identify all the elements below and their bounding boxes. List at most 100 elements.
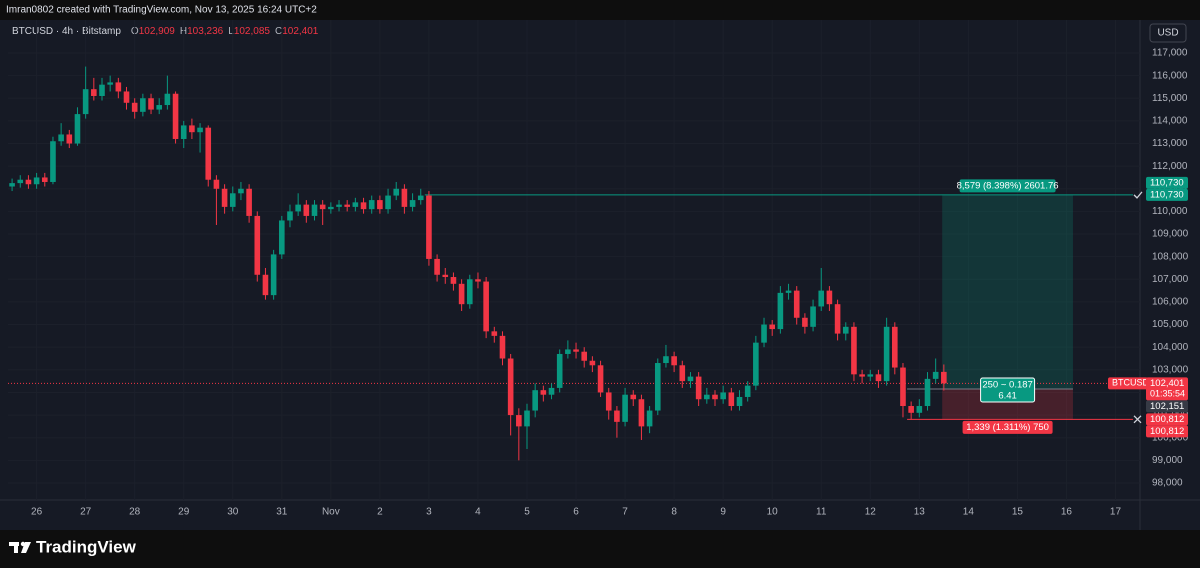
x-tick-label: 30 bbox=[227, 507, 239, 518]
y-tick-label: 115,000 bbox=[1152, 93, 1188, 104]
y-tick-label: 99,000 bbox=[1152, 455, 1183, 466]
x-tick-label: 12 bbox=[865, 507, 877, 518]
last-price-badge bbox=[1146, 377, 1188, 401]
candle-body bbox=[540, 390, 547, 395]
y-tick-label: 105,000 bbox=[1152, 319, 1189, 330]
target-text: 8,579 (8.398%) 2601.76 bbox=[957, 180, 1059, 191]
candle-body bbox=[41, 177, 48, 182]
candle-body bbox=[924, 378, 931, 407]
candle-body bbox=[66, 134, 73, 144]
ohlc-value: 103,236 bbox=[187, 26, 224, 37]
candle-body bbox=[802, 317, 808, 327]
y-tick-label: 104,000 bbox=[1152, 342, 1189, 353]
candle-body bbox=[491, 331, 498, 336]
candle-body bbox=[605, 392, 612, 411]
candle-body bbox=[524, 410, 530, 427]
currency[interactable]: USD bbox=[1157, 28, 1178, 39]
candle-body bbox=[679, 365, 686, 382]
footer-bar bbox=[0, 530, 1200, 568]
candle-body bbox=[319, 204, 326, 210]
symbol-label: BTCUSD bbox=[1112, 378, 1150, 388]
candle-body bbox=[58, 134, 64, 142]
y-tick-label: 107,000 bbox=[1152, 274, 1189, 285]
ratio-box bbox=[980, 377, 1036, 403]
candle-body bbox=[352, 202, 359, 207]
candle-body bbox=[663, 356, 669, 364]
brand: TradingView bbox=[36, 537, 137, 556]
candle-body bbox=[197, 127, 203, 133]
last-price: 102,401 bbox=[1150, 378, 1184, 389]
candle-body bbox=[393, 188, 400, 196]
candle-body bbox=[172, 93, 179, 139]
ohlc-value: 102,909 bbox=[139, 26, 176, 37]
candle-body bbox=[687, 376, 694, 382]
candle-body bbox=[630, 394, 637, 400]
candle-body bbox=[417, 195, 424, 201]
target-text-box bbox=[959, 179, 1056, 193]
x-tick-label: 6 bbox=[573, 507, 579, 518]
x-tick-label: 7 bbox=[622, 507, 628, 518]
candle-body bbox=[9, 183, 15, 187]
candle-body bbox=[851, 326, 857, 375]
x-tick-label: 31 bbox=[276, 507, 288, 518]
entry-price: 102,151 bbox=[1150, 401, 1184, 412]
candle-body bbox=[385, 195, 391, 210]
candle-body bbox=[597, 365, 604, 393]
candle-body bbox=[548, 387, 555, 395]
candle-body bbox=[941, 371, 947, 384]
candle-body bbox=[654, 363, 661, 411]
x-tick-label: 9 bbox=[720, 507, 726, 518]
entry-price-badge bbox=[1146, 400, 1188, 413]
x-tick-label: 2 bbox=[377, 507, 383, 518]
stop-price-badge bbox=[1146, 413, 1188, 426]
x-tick-label: 5 bbox=[524, 507, 530, 518]
ohlc-key: C bbox=[275, 26, 282, 37]
stop-price: 100,812 bbox=[1150, 414, 1184, 425]
candle-body bbox=[229, 193, 236, 207]
x-tick-label: 14 bbox=[963, 507, 975, 518]
candle-body bbox=[573, 349, 579, 352]
close-icon bbox=[1133, 415, 1142, 424]
candle-body bbox=[287, 211, 293, 221]
candle-body bbox=[614, 410, 620, 422]
candle-body bbox=[744, 385, 751, 397]
candle-body bbox=[25, 179, 32, 185]
candle-body bbox=[368, 200, 375, 210]
candle-body bbox=[279, 220, 285, 255]
x-tick-label: 16 bbox=[1061, 507, 1073, 518]
candle-body bbox=[671, 356, 677, 366]
x-tick-label: 10 bbox=[767, 507, 779, 518]
currency-box[interactable] bbox=[1149, 23, 1187, 43]
x-tick-label: 11 bbox=[816, 507, 827, 518]
x-tick-label: 26 bbox=[31, 507, 43, 518]
y-tick-label: 113,000 bbox=[1152, 138, 1188, 149]
candle-body bbox=[426, 195, 432, 259]
candle-body bbox=[507, 358, 514, 416]
candle-body bbox=[131, 102, 138, 112]
candle-body bbox=[205, 127, 212, 180]
candle-body bbox=[932, 371, 939, 379]
candle-body bbox=[810, 306, 816, 327]
candle-body bbox=[336, 204, 342, 207]
candle-body bbox=[769, 324, 776, 330]
target-price: 110,730 bbox=[1150, 189, 1184, 200]
candle-body bbox=[589, 360, 596, 366]
candle-body bbox=[712, 394, 718, 400]
y-tick-label: 110,000 bbox=[1152, 206, 1188, 217]
candle-body bbox=[785, 290, 792, 293]
profit-zone bbox=[942, 194, 1073, 390]
x-tick-label: 13 bbox=[914, 507, 926, 518]
x-tick-label: 3 bbox=[426, 507, 432, 518]
candle-body bbox=[377, 200, 383, 210]
candle-body bbox=[818, 290, 825, 307]
candle-body bbox=[842, 326, 849, 334]
stop-text-box bbox=[962, 420, 1053, 434]
candle-body bbox=[82, 89, 89, 115]
target-price-badge bbox=[1146, 188, 1188, 201]
candle-body bbox=[401, 188, 408, 207]
candle-body bbox=[180, 125, 187, 139]
y-tick-label: 109,000 bbox=[1152, 229, 1189, 240]
candle-body bbox=[123, 91, 130, 103]
candle-body bbox=[695, 376, 702, 400]
